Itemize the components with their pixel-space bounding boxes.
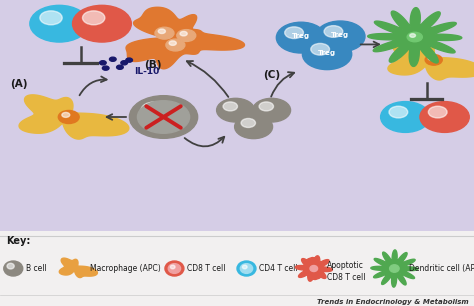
Circle shape bbox=[425, 54, 442, 65]
Text: Trends in Endocrinology & Metabolism: Trends in Endocrinology & Metabolism bbox=[317, 298, 468, 304]
Circle shape bbox=[4, 261, 23, 276]
Circle shape bbox=[30, 5, 89, 42]
Circle shape bbox=[242, 265, 247, 269]
Polygon shape bbox=[368, 8, 462, 66]
Text: CD4 T cell: CD4 T cell bbox=[259, 264, 298, 273]
Circle shape bbox=[235, 115, 273, 139]
Text: Dendritic cell (APC): Dendritic cell (APC) bbox=[409, 264, 474, 273]
Circle shape bbox=[40, 11, 62, 25]
Circle shape bbox=[410, 34, 416, 37]
Circle shape bbox=[240, 264, 253, 273]
Circle shape bbox=[253, 98, 291, 122]
Circle shape bbox=[166, 39, 185, 51]
Circle shape bbox=[389, 106, 408, 118]
Text: Apoptotic
CD8 T cell: Apoptotic CD8 T cell bbox=[327, 261, 365, 282]
Circle shape bbox=[407, 32, 422, 42]
Text: Key:: Key: bbox=[6, 236, 30, 246]
Circle shape bbox=[102, 66, 109, 70]
Circle shape bbox=[223, 102, 237, 111]
Circle shape bbox=[428, 56, 435, 60]
Text: Macrophage (APC): Macrophage (APC) bbox=[90, 264, 161, 273]
Circle shape bbox=[158, 29, 165, 34]
Circle shape bbox=[168, 264, 181, 273]
Circle shape bbox=[316, 21, 365, 52]
Circle shape bbox=[58, 110, 79, 124]
Circle shape bbox=[302, 39, 352, 69]
Circle shape bbox=[390, 265, 399, 272]
Text: CD8 T cell: CD8 T cell bbox=[187, 264, 226, 273]
Text: (C): (C) bbox=[263, 69, 280, 80]
Circle shape bbox=[165, 261, 184, 276]
Text: Treg: Treg bbox=[331, 32, 349, 38]
Circle shape bbox=[155, 27, 174, 39]
Polygon shape bbox=[59, 258, 97, 278]
Circle shape bbox=[180, 32, 187, 36]
Text: B cell: B cell bbox=[26, 264, 47, 273]
Circle shape bbox=[241, 118, 255, 128]
Circle shape bbox=[117, 65, 123, 69]
Circle shape bbox=[324, 26, 343, 37]
Circle shape bbox=[126, 58, 133, 62]
Circle shape bbox=[82, 11, 105, 25]
Text: (A): (A) bbox=[10, 79, 28, 89]
Text: Treg: Treg bbox=[318, 50, 336, 56]
Circle shape bbox=[121, 61, 128, 65]
Circle shape bbox=[259, 102, 273, 111]
Circle shape bbox=[285, 27, 303, 39]
Circle shape bbox=[100, 61, 106, 65]
Circle shape bbox=[311, 43, 329, 55]
Polygon shape bbox=[371, 250, 418, 287]
Polygon shape bbox=[295, 256, 332, 281]
Circle shape bbox=[62, 112, 70, 118]
Circle shape bbox=[177, 30, 196, 42]
Circle shape bbox=[137, 101, 190, 133]
FancyBboxPatch shape bbox=[0, 231, 474, 306]
Circle shape bbox=[170, 265, 175, 269]
Circle shape bbox=[169, 41, 176, 45]
Circle shape bbox=[310, 266, 318, 271]
Text: (B): (B) bbox=[145, 60, 162, 69]
Polygon shape bbox=[388, 42, 474, 80]
Circle shape bbox=[428, 106, 447, 118]
Circle shape bbox=[420, 102, 469, 132]
Circle shape bbox=[141, 102, 167, 118]
Circle shape bbox=[276, 22, 326, 53]
Text: Treg: Treg bbox=[292, 33, 310, 39]
Text: IL-10: IL-10 bbox=[134, 67, 159, 76]
Circle shape bbox=[73, 5, 131, 42]
Polygon shape bbox=[126, 7, 245, 69]
FancyBboxPatch shape bbox=[0, 0, 474, 231]
Circle shape bbox=[381, 102, 430, 132]
Circle shape bbox=[109, 57, 116, 61]
Polygon shape bbox=[19, 95, 129, 139]
Circle shape bbox=[237, 261, 256, 276]
Circle shape bbox=[129, 96, 198, 138]
Circle shape bbox=[7, 263, 14, 269]
Circle shape bbox=[217, 98, 255, 122]
